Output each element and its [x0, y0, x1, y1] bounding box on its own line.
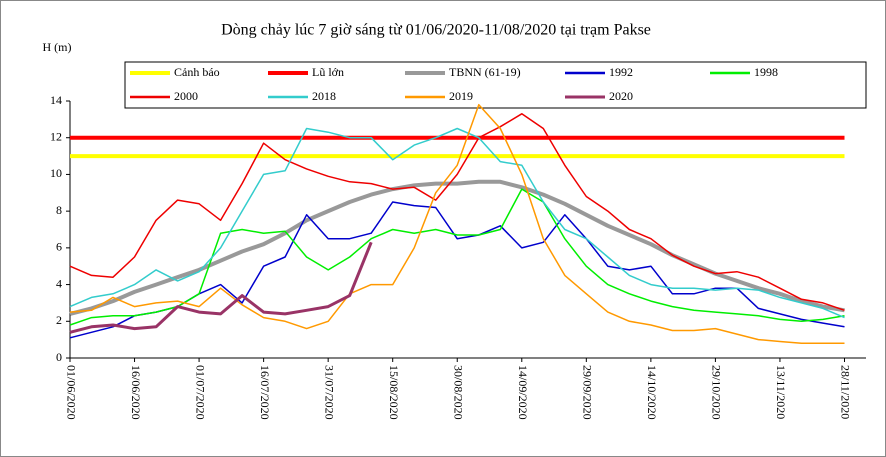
x-tick-label: 13/11/2020 — [774, 365, 788, 419]
x-tick-label: 31/07/2020 — [322, 365, 336, 420]
y-tick-label: 8 — [56, 203, 62, 217]
legend-label: TBNN (61-19) — [449, 65, 521, 79]
x-tick-label: 01/07/2020 — [193, 365, 207, 420]
series-line — [69, 241, 373, 334]
y-tick-label: 2 — [56, 313, 62, 327]
y-tick-label: 12 — [50, 129, 62, 143]
legend-label: 1992 — [609, 65, 633, 79]
y-tick-label: 4 — [56, 276, 62, 290]
chart-title: Dòng chảy lúc 7 giờ sáng từ 01/06/2020-1… — [221, 22, 651, 39]
legend-label: 2019 — [449, 89, 473, 103]
y-tick-label: 10 — [50, 166, 62, 180]
x-tick-label: 15/08/2020 — [387, 365, 401, 420]
series-line — [69, 127, 845, 319]
series-line — [69, 113, 845, 312]
x-tick-label: 16/06/2020 — [129, 365, 143, 420]
legend-label: 2020 — [609, 89, 633, 103]
x-tick-label: 30/08/2020 — [451, 365, 465, 420]
legend-label: Cảnh báo — [174, 65, 220, 79]
series-line — [69, 188, 845, 326]
x-tick-label: 16/07/2020 — [258, 365, 272, 420]
x-tick-label: 29/09/2020 — [581, 365, 595, 420]
x-tick-label: 29/10/2020 — [710, 365, 724, 420]
y-tick-label: 14 — [50, 93, 62, 107]
legend-label: 2018 — [312, 89, 336, 103]
x-tick-label: 01/06/2020 — [64, 365, 78, 420]
legend-label: Lũ lớn — [312, 65, 344, 79]
x-tick-label: 14/10/2020 — [645, 365, 659, 420]
legend-label: 1998 — [754, 65, 778, 79]
legend-label: 2000 — [174, 89, 198, 103]
x-tick-label: 14/09/2020 — [516, 365, 530, 420]
legend — [124, 61, 867, 109]
series-line — [69, 103, 845, 345]
y-tick-label: 0 — [56, 350, 62, 364]
y-tick-label: 6 — [56, 240, 62, 254]
x-tick-label: 28/11/2020 — [839, 365, 853, 419]
y-axis-label: H (m) — [43, 40, 72, 54]
